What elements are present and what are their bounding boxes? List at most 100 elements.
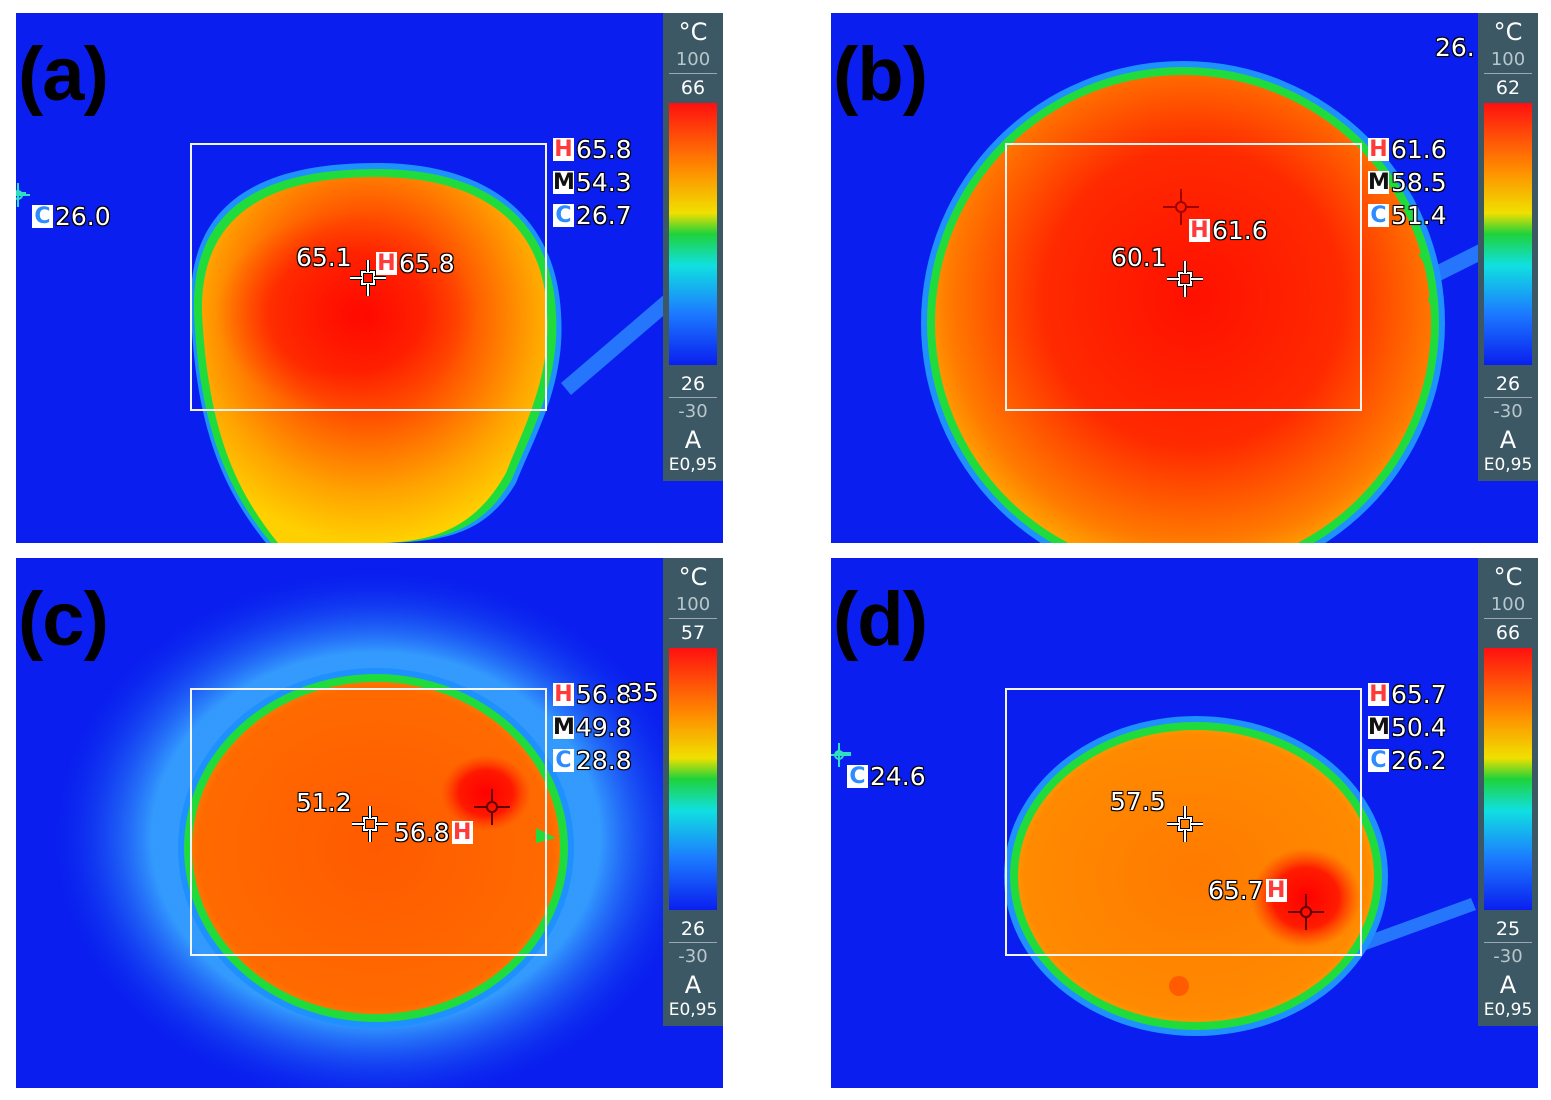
box-statistics: H 65.8 M54.3 C 26.7 [553, 137, 632, 236]
box-mean: M54.3 [553, 170, 632, 203]
thermal-panel-a: (a) C 26.0 65.1 H 65.8 H 65.8 M54.3 C 26.7 °… [16, 13, 723, 543]
hot-spot-value: 56.8 [394, 818, 450, 847]
color-bar [669, 103, 717, 365]
box-statistics: H 56.8 M49.8 C 28.8 [553, 682, 632, 781]
mean-value: 49.8 [576, 713, 632, 742]
scale-range-max: 100 [1490, 594, 1526, 615]
max-value: 61.6 [1391, 135, 1447, 164]
scale-span-max: 57 [680, 622, 706, 644]
center-crosshair-icon [350, 260, 386, 296]
hot-spot-reading: H 65.8 [376, 251, 455, 276]
center-spot-value: 60.1 [1111, 243, 1167, 272]
color-bar [1484, 103, 1532, 365]
cold-spot-value: 24.6 [870, 762, 926, 791]
center-spot-value: 51.2 [296, 788, 352, 817]
center-crosshair-icon [1167, 806, 1203, 842]
scale-emissivity: E0,95 [1483, 455, 1533, 475]
panel-label: (b) [833, 32, 928, 117]
color-bar [669, 648, 717, 910]
min-tag: C [1368, 749, 1389, 772]
hot-tag: H [451, 820, 473, 845]
panel-label: (a) [18, 32, 109, 117]
scale-range-min: -30 [678, 946, 708, 967]
box-max: H 61.6 [1368, 137, 1447, 170]
box-mean: M50.4 [1368, 715, 1447, 748]
mean-value: 54.3 [576, 168, 632, 197]
measurement-box [1005, 143, 1362, 411]
scale-unit: °C [1493, 563, 1523, 591]
scale-emissivity: E0,95 [668, 1000, 718, 1020]
overflow-reading: 26. [1435, 33, 1475, 62]
measurement-box [1005, 688, 1362, 956]
max-tag: H [1368, 682, 1389, 707]
cold-spot-reading: C 24.6 [847, 764, 926, 789]
box-min: C 28.8 [553, 748, 632, 781]
color-scale: °C 100 66 25 -30 A E0,95 [1478, 558, 1538, 1026]
overlap-reading: 35 [627, 678, 659, 707]
scale-unit: °C [678, 18, 708, 46]
scale-mode: A [684, 426, 702, 454]
box-mean: M58.5 [1368, 170, 1447, 203]
box-mean: M49.8 [553, 715, 632, 748]
min-tag: C [1368, 204, 1389, 227]
hot-spot-value: 61.6 [1212, 216, 1268, 245]
cold-tag: C [32, 205, 53, 228]
cold-spot-reading: C 26.0 [32, 204, 111, 229]
min-value: 26.7 [576, 201, 632, 230]
box-statistics: H 61.6 M58.5 C 51.4 [1368, 137, 1447, 236]
hot-tag: H [376, 251, 397, 276]
thermal-panel-d: (d) C 24.6 57.5 65.7 H H 65.7 M50.4 C 26.2 °… [831, 558, 1538, 1088]
panel-label: (d) [833, 577, 928, 662]
min-value: 26.2 [1391, 746, 1447, 775]
hot-spot-value: 65.7 [1208, 876, 1264, 905]
max-value: 56.8 [576, 680, 632, 709]
scale-span-max: 62 [1495, 77, 1521, 99]
scale-span-max: 66 [680, 77, 706, 99]
max-value: 65.7 [1391, 680, 1447, 709]
mean-tag: M [1368, 170, 1390, 195]
scale-range-min: -30 [678, 401, 708, 422]
color-bar [1484, 648, 1532, 910]
min-value: 28.8 [576, 746, 632, 775]
max-tag: H [553, 137, 574, 162]
hot-spot-crosshair-icon [1163, 189, 1199, 225]
scale-span-min: 25 [1495, 918, 1521, 940]
color-scale: °C 100 62 26 -30 A E0,95 [1478, 13, 1538, 481]
scale-unit: °C [1493, 18, 1523, 46]
scale-range-min: -30 [1493, 946, 1523, 967]
center-crosshair-icon [352, 806, 388, 842]
min-tag: C [553, 204, 574, 227]
thermal-image-d [831, 558, 1538, 1088]
max-value: 65.8 [576, 135, 632, 164]
cold-spot-crosshair-icon [831, 743, 851, 767]
thermal-image-c [16, 558, 723, 1088]
hot-spot-reading: 56.8 H [394, 820, 475, 845]
hot-tag: H [1189, 218, 1210, 243]
min-tag: C [553, 749, 574, 772]
hot-tag: H [1265, 878, 1287, 903]
box-statistics: H 65.7 M50.4 C 26.2 [1368, 682, 1447, 781]
color-scale: °C 100 57 26 -30 A E0,95 [663, 558, 723, 1026]
hot-spot-crosshair-icon [474, 789, 510, 825]
center-spot-value: 65.1 [296, 243, 352, 272]
scale-mode: A [1499, 971, 1517, 999]
scale-span-max: 66 [1495, 622, 1521, 644]
box-max: H 65.7 [1368, 682, 1447, 715]
center-spot-value: 57.5 [1110, 787, 1166, 816]
hot-spot-crosshair-icon [1288, 894, 1324, 930]
hot-spot-reading: H 61.6 [1189, 218, 1268, 243]
scale-emissivity: E0,95 [668, 455, 718, 475]
thermal-panel-b: (b) 26. H 61.6 60.1 H 61.6 M58.5 C 51.4 °C … [831, 13, 1538, 543]
scale-span-min: 26 [680, 373, 706, 395]
scale-emissivity: E0,95 [1483, 1000, 1533, 1020]
cold-spot-value: 26.0 [55, 202, 111, 231]
mean-value: 50.4 [1391, 713, 1447, 742]
mean-value: 58.5 [1391, 168, 1447, 197]
measurement-box [190, 143, 547, 411]
mean-tag: M [553, 170, 575, 195]
thermal-image-b [831, 13, 1538, 543]
panel-label: (c) [18, 577, 109, 662]
box-max: H 56.8 [553, 682, 632, 715]
cold-tag: C [847, 765, 868, 788]
scale-unit: °C [678, 563, 708, 591]
